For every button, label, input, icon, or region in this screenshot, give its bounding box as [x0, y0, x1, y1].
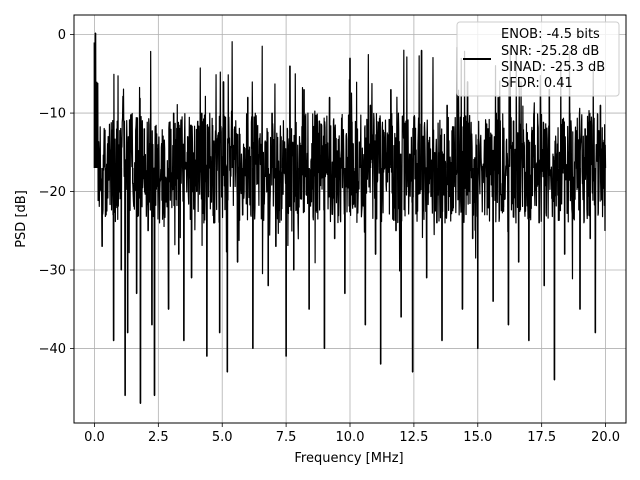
y-axis-label: PSD [dB] — [14, 190, 29, 248]
legend: ENOB: -4.5 bits SNR: -25.28 dB SINAD: -2… — [456, 21, 620, 97]
legend-line-enob: ENOB: -4.5 bits — [501, 27, 600, 42]
x-axis-ticks: 0.0 2.5 5.0 7.5 10.0 12.5 15.0 17.5 20.0 — [84, 423, 620, 445]
x-tick-label: 0.0 — [84, 430, 105, 445]
y-tick-label: −20 — [39, 185, 66, 200]
legend-box — [456, 21, 620, 97]
x-tick-label: 10.0 — [336, 430, 365, 445]
x-tick-label: 12.5 — [399, 430, 428, 445]
x-tick-label: 20.0 — [591, 430, 620, 445]
legend-line-snr: SNR: -25.28 dB — [501, 44, 599, 59]
x-tick-label: 2.5 — [148, 430, 169, 445]
x-axis-label: Frequency [MHz] — [294, 451, 403, 466]
x-tick-label: 15.0 — [463, 430, 492, 445]
plot-area — [93, 32, 607, 404]
y-axis-ticks: 0 −10 −20 −30 −40 — [39, 28, 74, 357]
legend-line-sfdr: SFDR: 0.41 — [501, 76, 573, 91]
x-tick-label: 17.5 — [527, 430, 556, 445]
y-tick-label: −30 — [39, 264, 66, 279]
y-tick-label: −10 — [39, 107, 66, 122]
x-tick-label: 5.0 — [212, 430, 233, 445]
psd-noise-band — [93, 32, 607, 404]
y-tick-label: 0 — [58, 28, 66, 43]
x-tick-label: 7.5 — [276, 430, 297, 445]
y-tick-label: −40 — [39, 342, 66, 357]
legend-line-sinad: SINAD: -25.3 dB — [501, 60, 605, 75]
series-layer — [93, 32, 607, 404]
